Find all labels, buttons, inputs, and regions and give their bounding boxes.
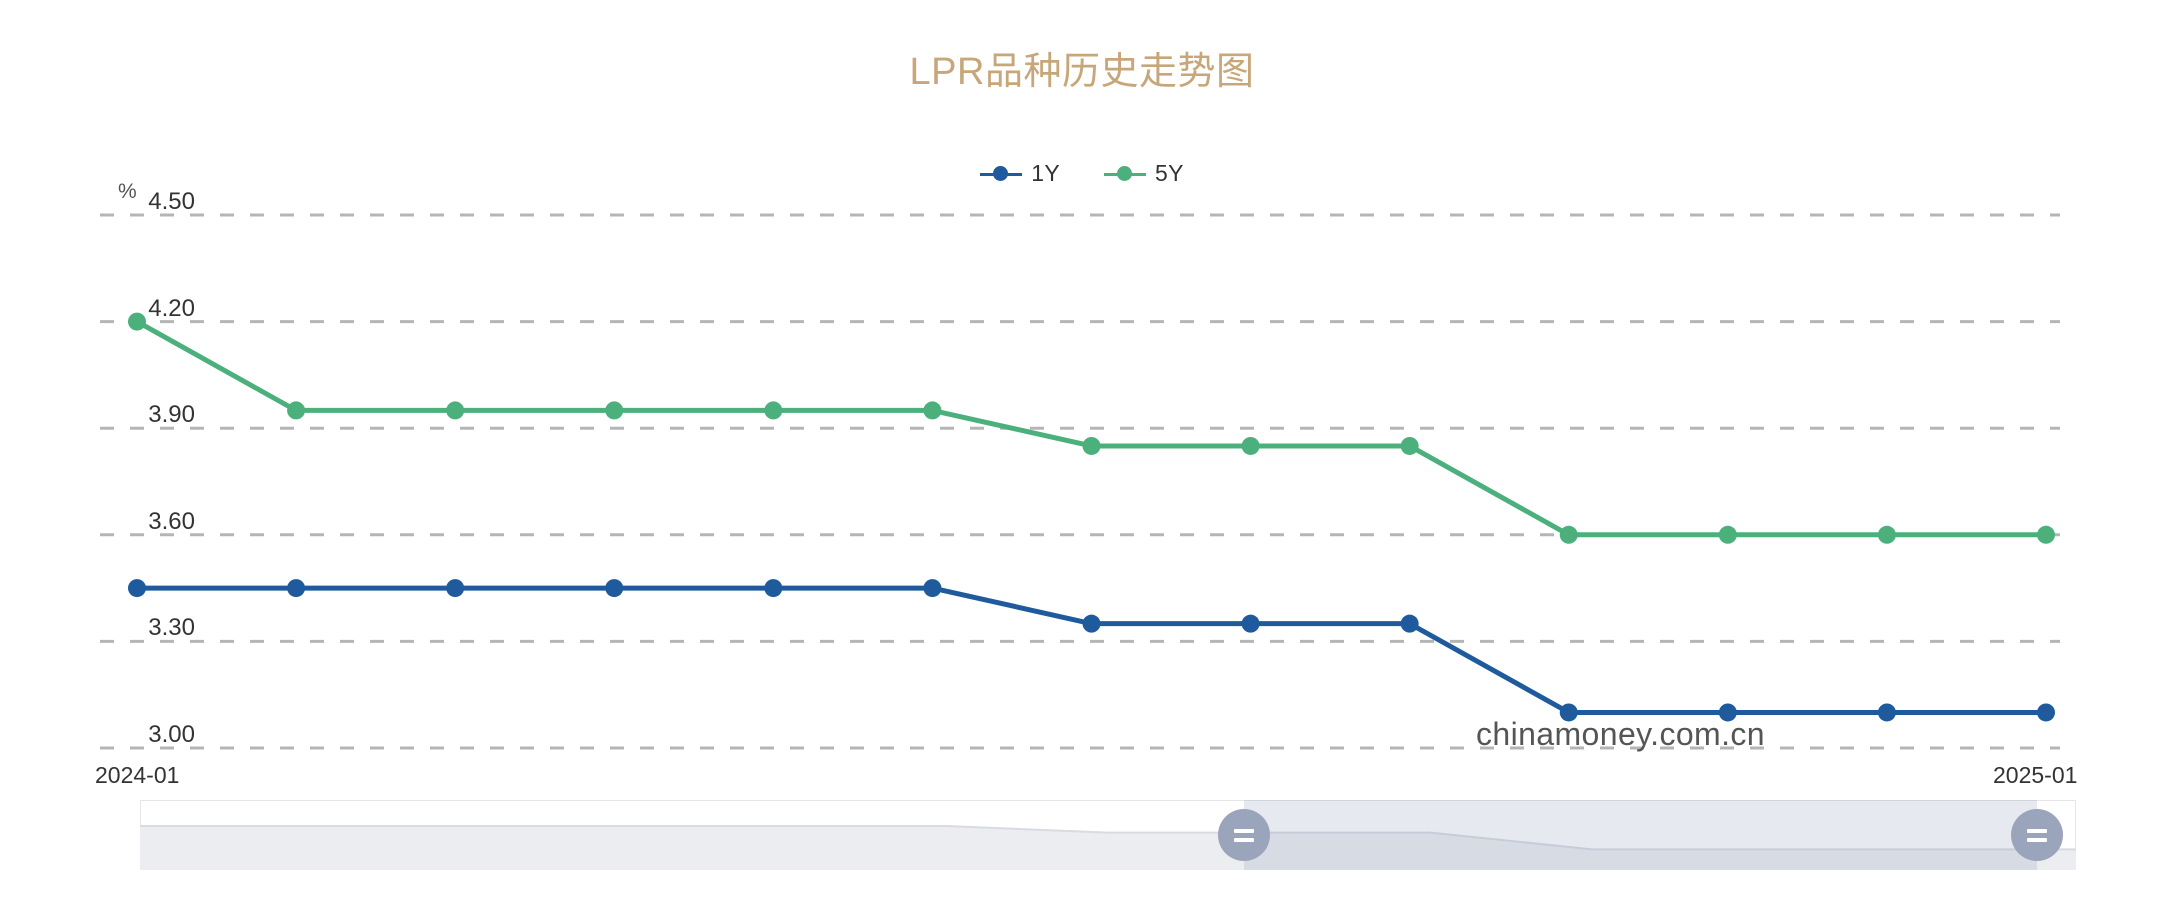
chart-legend: 1Y 5Y: [0, 160, 2164, 187]
datazoom-handle-left-icon[interactable]: [1217, 809, 1270, 861]
y-axis-tick-label: 3.30: [148, 614, 195, 642]
data-point[interactable]: [1241, 436, 1260, 455]
data-point[interactable]: [287, 401, 306, 420]
data-point[interactable]: [1400, 614, 1419, 633]
data-point[interactable]: [1400, 436, 1419, 455]
watermark-text: chinamoney.com.cn: [1476, 716, 1766, 752]
data-point[interactable]: [1559, 525, 1578, 544]
data-point[interactable]: [446, 579, 465, 598]
data-point[interactable]: [2037, 525, 2055, 544]
y-axis-tick-label: 4.20: [148, 294, 195, 322]
data-point[interactable]: [1718, 703, 1737, 722]
data-point[interactable]: [1241, 614, 1260, 633]
data-point[interactable]: [605, 401, 624, 420]
data-point[interactable]: [1877, 703, 1896, 722]
data-point[interactable]: [764, 401, 783, 420]
datazoom-slider[interactable]: [140, 800, 2076, 870]
data-point[interactable]: [1082, 436, 1101, 455]
legend-item-5y[interactable]: 5Y: [1104, 160, 1184, 187]
data-point[interactable]: [446, 401, 465, 420]
data-point[interactable]: [1877, 525, 1896, 544]
series-line-1y: [134, 585, 2049, 715]
y-axis-tick-label: 4.50: [148, 188, 195, 215]
y-axis-tick-label: 3.00: [148, 721, 195, 748]
data-point[interactable]: [605, 579, 624, 598]
data-point[interactable]: [128, 579, 146, 598]
data-point[interactable]: [923, 579, 942, 598]
datazoom-handle-right-icon[interactable]: [2011, 809, 2064, 861]
y-axis-tick-label: 3.60: [148, 507, 195, 535]
legend-marker-5y: [1104, 163, 1146, 185]
datazoom-selected-window[interactable]: [1243, 800, 2038, 870]
legend-marker-1y: [980, 163, 1023, 185]
legend-item-1y[interactable]: 1Y: [980, 160, 1060, 187]
data-point[interactable]: [923, 401, 942, 420]
data-point[interactable]: [128, 312, 146, 331]
data-point[interactable]: [287, 579, 306, 598]
data-point[interactable]: [2037, 703, 2055, 722]
x-axis-tick-label: 2024-01: [95, 762, 180, 788]
page-title: LPR品种历史走势图: [909, 51, 1255, 93]
datazoom-preview-area: [140, 825, 2076, 870]
legend-label-1y: 1Y: [1031, 160, 1060, 186]
data-point[interactable]: [1559, 703, 1578, 722]
legend-label-5y: 5Y: [1155, 160, 1184, 186]
data-point[interactable]: [1082, 614, 1101, 633]
y-axis-unit-label: %: [118, 180, 137, 203]
datazoom-area-shape: [140, 826, 2076, 870]
x-axis-tick-label: 2025-01: [1993, 762, 2078, 788]
datazoom-area-outline: [140, 825, 2076, 851]
y-axis-tick-label: 3.90: [148, 401, 195, 429]
data-point[interactable]: [764, 579, 783, 598]
data-point[interactable]: [1718, 525, 1737, 544]
